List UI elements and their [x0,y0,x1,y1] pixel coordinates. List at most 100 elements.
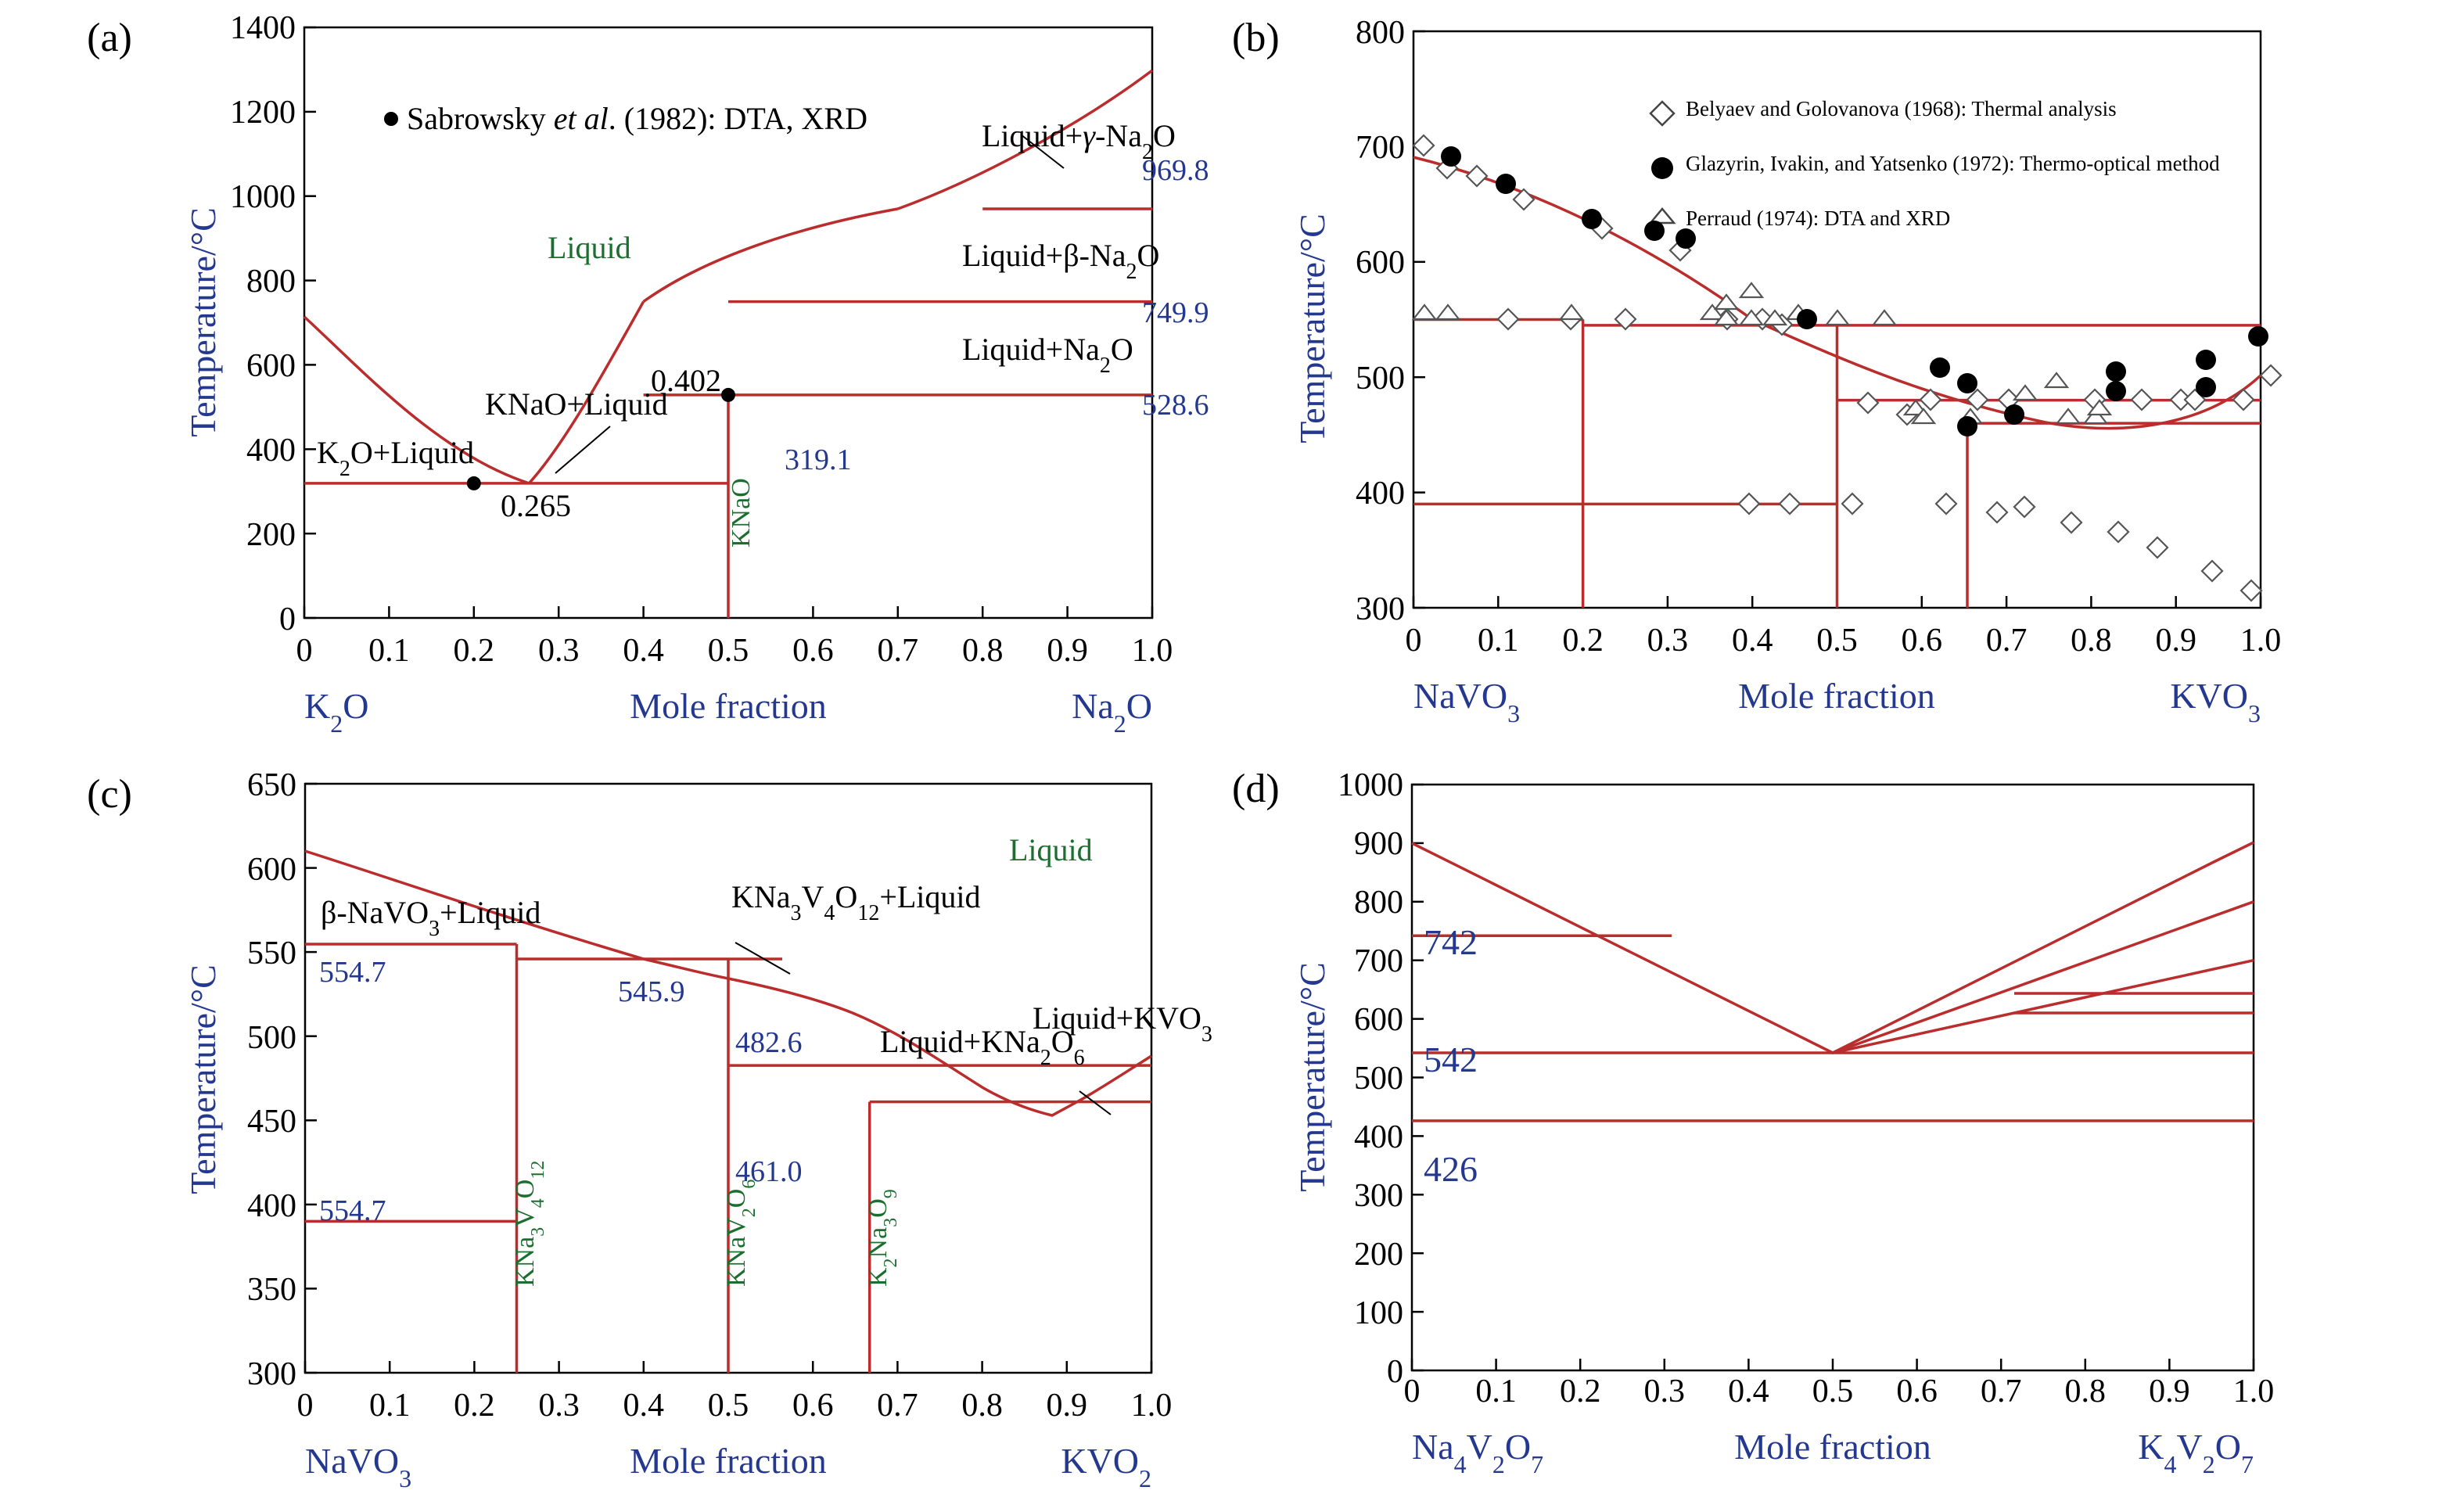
svg-text:500: 500 [247,1020,296,1056]
svg-text:0.1: 0.1 [368,633,410,669]
svg-text:(a): (a) [87,16,132,60]
svg-text:0.1: 0.1 [1478,623,1519,659]
svg-text:200: 200 [1354,1237,1403,1273]
svg-text:0: 0 [279,602,296,637]
svg-text:0: 0 [1404,1374,1421,1410]
svg-text:Mole fraction: Mole fraction [630,686,827,726]
svg-text:0.5: 0.5 [708,633,749,669]
svg-text:542: 542 [1424,1040,1478,1079]
svg-text:0.9: 0.9 [2155,623,2196,659]
svg-text:0.9: 0.9 [1047,1388,1088,1424]
svg-text:300: 300 [1354,1178,1403,1214]
svg-text:0.9: 0.9 [2149,1374,2190,1410]
svg-text:200: 200 [246,517,296,553]
svg-text:K2Na3O9: K2Na3O9 [864,1189,901,1287]
svg-text:0.5: 0.5 [1816,623,1858,659]
svg-text:0.4: 0.4 [1728,1374,1769,1410]
svg-text:0.4: 0.4 [623,633,664,669]
svg-text:0.2: 0.2 [1560,1374,1601,1410]
svg-text:0.7: 0.7 [877,1388,918,1424]
svg-text:0.6: 0.6 [1896,1374,1938,1410]
svg-text:β-NaVO3+Liquid: β-NaVO3+Liquid [321,895,541,941]
svg-text:1.0: 1.0 [2240,623,2282,659]
svg-text:K4V2O7: K4V2O7 [2138,1427,2254,1478]
svg-text:NaVO3: NaVO3 [1413,676,1520,727]
svg-text:600: 600 [247,852,296,888]
svg-text:0.7: 0.7 [1986,623,2028,659]
svg-text:969.8: 969.8 [1142,154,1209,187]
svg-text:1200: 1200 [230,95,296,131]
svg-text:Liquid: Liquid [1009,832,1093,867]
svg-text:700: 700 [1356,130,1405,166]
svg-text:1400: 1400 [230,10,296,46]
svg-text:KNaV2O6: KNaV2O6 [722,1180,760,1287]
svg-text:0: 0 [296,633,313,669]
svg-text:Liquid+β-Na2O: Liquid+β-Na2O [962,238,1159,284]
svg-text:300: 300 [247,1356,296,1392]
svg-text:KNa3V4O12: KNa3V4O12 [511,1161,548,1287]
svg-text:KVO3: KVO3 [2170,676,2261,727]
svg-text:0.7: 0.7 [1981,1374,2022,1410]
svg-text:Mole fraction: Mole fraction [1734,1427,1931,1467]
svg-text:KNaO: KNaO [727,478,756,548]
svg-text:800: 800 [1356,15,1405,51]
svg-text:742: 742 [1424,922,1478,962]
svg-text:528.6: 528.6 [1142,389,1209,422]
svg-text:800: 800 [246,264,296,300]
svg-text:0.3: 0.3 [538,633,580,669]
svg-text:Liquid+KNa2O6: Liquid+KNa2O6 [880,1024,1085,1070]
svg-text:(c): (c) [87,772,132,817]
svg-text:600: 600 [246,348,296,384]
svg-text:0.4: 0.4 [623,1388,665,1424]
svg-text:400: 400 [247,1188,296,1224]
svg-text:1000: 1000 [230,179,296,215]
svg-text:0.1: 0.1 [369,1388,411,1424]
svg-text:650: 650 [247,767,296,803]
svg-text:300: 300 [1356,591,1405,627]
svg-text:0.8: 0.8 [2071,623,2112,659]
svg-text:0.2: 0.2 [454,1388,495,1424]
svg-text:0.3: 0.3 [1647,623,1689,659]
svg-text:Belyaev and Golovanova (1968):: Belyaev and Golovanova (1968): Thermal a… [1686,97,2117,120]
svg-text:900: 900 [1354,826,1403,862]
svg-text:KVO2: KVO2 [1061,1441,1151,1490]
svg-text:Sabrowsky et al. (1982): DTA,: Sabrowsky et al. (1982): DTA, XRD [407,101,867,136]
svg-text:Na2O: Na2O [1072,686,1152,738]
svg-text:400: 400 [246,433,296,469]
svg-text:Temperature/°C: Temperature/°C [183,207,223,437]
svg-text:0: 0 [297,1388,314,1424]
svg-text:600: 600 [1356,245,1405,281]
svg-text:1.0: 1.0 [1132,633,1173,669]
svg-text:545.9: 545.9 [618,975,685,1008]
svg-text:700: 700 [1354,943,1403,979]
svg-text:0.5: 0.5 [1812,1374,1854,1410]
svg-text:KNa3V4O12+Liquid: KNa3V4O12+Liquid [731,879,981,925]
svg-text:Glazyrin, Ivakin, and Yatsenko: Glazyrin, Ivakin, and Yatsenko (1972): T… [1686,152,2220,175]
svg-text:NaVO3: NaVO3 [305,1441,411,1490]
svg-text:0.3: 0.3 [538,1388,580,1424]
svg-text:482.6: 482.6 [735,1026,803,1059]
svg-text:Mole fraction: Mole fraction [1738,676,1935,716]
svg-text:100: 100 [1354,1295,1403,1331]
svg-text:(b): (b) [1232,16,1280,60]
svg-text:800: 800 [1354,885,1403,921]
svg-text:400: 400 [1356,476,1405,512]
svg-text:0.8: 0.8 [962,633,1004,669]
svg-text:Liquid+Na2O: Liquid+Na2O [962,332,1133,378]
svg-text:554.7: 554.7 [319,956,386,989]
svg-text:0.4: 0.4 [1732,623,1773,659]
svg-text:550: 550 [247,936,296,971]
svg-text:1000: 1000 [1338,767,1403,803]
svg-text:426: 426 [1424,1149,1478,1189]
svg-text:Liquid: Liquid [548,230,631,265]
svg-text:1.0: 1.0 [2233,1374,2275,1410]
svg-text:K2O: K2O [304,686,368,738]
svg-text:Temperature/°C: Temperature/°C [1292,214,1332,444]
svg-text:K2O+Liquid: K2O+Liquid [317,435,474,481]
svg-text:0.2: 0.2 [454,633,495,669]
svg-text:0: 0 [1406,623,1422,659]
svg-text:0.3: 0.3 [1644,1374,1686,1410]
svg-text:0: 0 [1387,1354,1403,1390]
svg-text:0.8: 0.8 [2065,1374,2107,1410]
svg-text:0.6: 0.6 [1902,623,1943,659]
